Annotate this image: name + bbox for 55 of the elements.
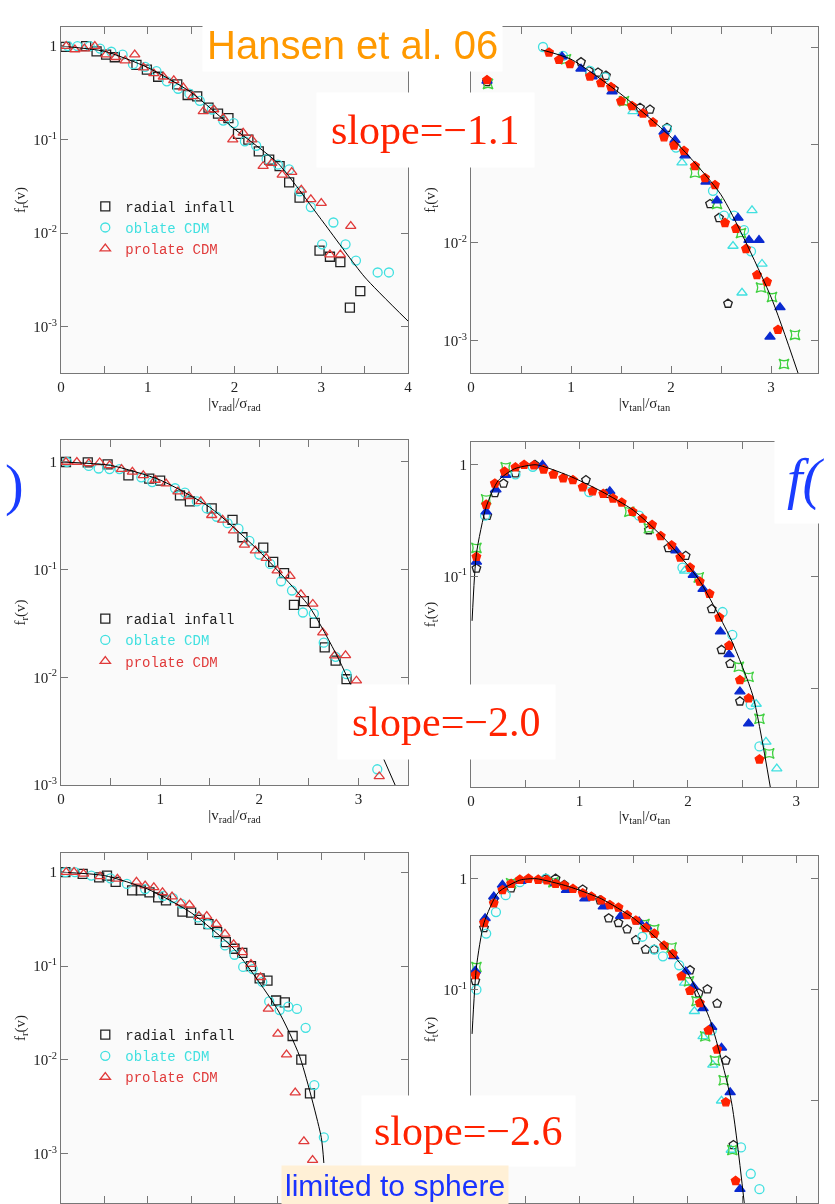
y-tick-label: 10$^{-3}$: [33, 316, 57, 335]
x-axis-title: |v$_{tan}$|/σ$_{tan}$: [618, 395, 671, 414]
x-tick-label: 3: [767, 379, 775, 395]
legend-label: oblate CDM: [125, 1049, 210, 1066]
x-axis-title: |v$_{tan}$|/σ$_{tan}$: [618, 808, 671, 827]
x-tick-label: 4: [404, 379, 413, 395]
x-tick-label: 2: [667, 379, 675, 395]
y-tick-label: 10$^{-3}$: [443, 330, 467, 350]
y-tick-label: 10$^{-2}$: [33, 223, 57, 242]
y-tick-label: 10$^{-3}$: [33, 1143, 57, 1163]
y-tick-label: 10$^{-2}$: [33, 1049, 57, 1069]
x-tick-label: 0: [467, 793, 475, 809]
legend-label: radial infall: [125, 199, 235, 216]
x-tick-label: 2: [684, 793, 692, 809]
x-tick-label: 1: [567, 379, 575, 395]
x-tick-label: 3: [317, 379, 325, 395]
legend-label: radial infall: [125, 612, 235, 629]
text: ): [5, 454, 24, 517]
legend-label: oblate CDM: [125, 220, 210, 237]
x-tick-label: 1: [144, 379, 152, 395]
x-tick-label: 0: [57, 379, 65, 395]
x-axis-title: |v$_{rad}$|/σ$_{rad}$: [208, 807, 262, 826]
x-tick-label: 3: [792, 793, 801, 809]
annotation: slope=−1.1: [331, 107, 520, 153]
y-tick-label: 1: [459, 457, 467, 474]
y-tick-label: 1: [49, 38, 57, 55]
y-tick-label: 1: [49, 454, 57, 471]
x-axis-title: |v$_{rad}$|/σ$_{rad}$: [208, 395, 262, 414]
x-tick-label: 2: [255, 791, 264, 807]
x-tick-label: 0: [467, 379, 475, 395]
y-tick-label: 10$^{-1}$: [33, 129, 57, 148]
y-tick-label: 10$^{-1}$: [33, 956, 57, 975]
annotation: slope=−2.6: [374, 1108, 563, 1154]
y-tick-label: 10$^{-2}$: [33, 667, 57, 686]
annotation: f(: [787, 448, 825, 511]
y-tick-label: 10$^{-1}$: [443, 979, 467, 998]
y-tick-label: 10$^{-2}$: [443, 232, 467, 252]
legend-label: prolate CDM: [125, 242, 218, 259]
legend-label: oblate CDM: [125, 633, 210, 650]
y-tick-label: 10$^{-1}$: [443, 566, 467, 585]
annotation: Hansen et al. 06: [207, 23, 499, 67]
x-tick-label: 2: [230, 379, 239, 395]
y-tick-label: 10$^{-3}$: [33, 774, 57, 794]
y-tick-label: 1: [49, 864, 57, 881]
x-tick-label: 3: [354, 791, 363, 807]
annotation: limited to sphere: [285, 1169, 506, 1202]
legend-label: radial infall: [125, 1028, 235, 1045]
y-tick-label: 10$^{-1}$: [33, 559, 57, 578]
legend-label: prolate CDM: [125, 1070, 218, 1087]
x-tick-label: 1: [575, 793, 584, 809]
x-tick-label: 0: [57, 791, 65, 807]
annotation: slope=−2.0: [352, 699, 541, 745]
legend-label: prolate CDM: [125, 654, 218, 671]
x-tick-label: 1: [156, 791, 164, 807]
y-tick-label: 1: [459, 870, 467, 887]
